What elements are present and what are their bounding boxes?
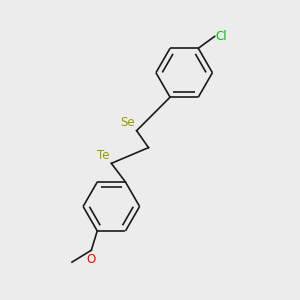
Text: Se: Se [121,116,135,129]
Text: Cl: Cl [216,30,227,43]
Text: O: O [87,253,96,266]
Text: Te: Te [98,149,110,162]
